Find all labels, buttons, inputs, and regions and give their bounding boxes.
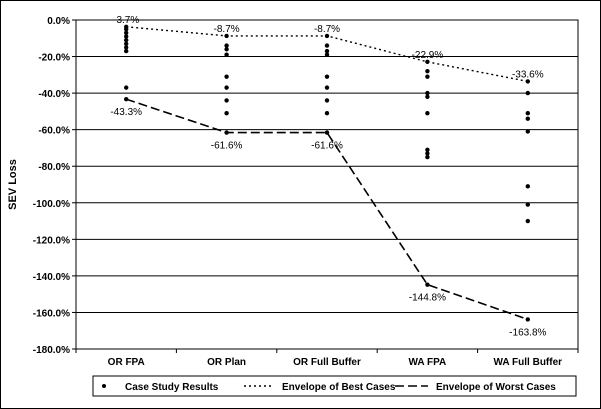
y-tick-label: -180.0%	[33, 345, 70, 356]
case-study-point	[324, 98, 330, 103]
case-study-point	[324, 111, 330, 116]
legend-marker-case-study	[102, 384, 106, 388]
case-study-point	[525, 129, 530, 134]
best-envelope-label: -33.6%	[512, 69, 544, 80]
case-study-point	[124, 45, 129, 50]
worst-envelope-label: -43.3%	[110, 107, 142, 118]
legend-label-worst: Envelope of Worst Cases	[436, 382, 556, 393]
legend-label-best: Envelope of Best Cases	[282, 382, 396, 393]
case-study-point	[525, 116, 530, 121]
data-labels: -3.7% -8.7% -8.7% -22.9% -33.6% -43.3% -61.6% -…	[110, 15, 546, 339]
case-study-point	[525, 317, 530, 322]
case-study-point	[224, 130, 229, 135]
case-study-point	[224, 52, 229, 57]
y-tick-label: 0.0%	[47, 16, 70, 27]
case-study-point	[525, 184, 530, 189]
case-study-point	[224, 98, 229, 103]
case-study-point	[124, 37, 129, 43]
gridlines	[76, 56, 578, 313]
worst-envelope-label: -163.8%	[509, 327, 546, 338]
worst-envelope-label: -61.6%	[211, 141, 243, 152]
worst-envelope	[125, 98, 529, 321]
case-study-point	[124, 30, 129, 35]
best-envelope-label: -3.7%	[113, 15, 139, 26]
y-ticks: 0.0% -20.0% -40.0% -60.0% -80.0% -100.0% -120.…	[33, 16, 76, 356]
case-study-point	[525, 202, 530, 207]
case-study-point	[224, 85, 229, 90]
best-envelope-label: -8.7%	[314, 24, 340, 35]
worst-envelope-label: -144.8%	[409, 293, 446, 304]
case-study-point	[324, 52, 330, 57]
case-study-point	[425, 111, 430, 116]
legend-label-case-study: Case Study Results	[125, 382, 219, 393]
case-study-point	[425, 90, 430, 96]
case-study-point	[124, 26, 129, 32]
y-tick-label: -140.0%	[33, 272, 70, 283]
case-study-point	[425, 151, 430, 156]
case-study-point	[224, 47, 229, 52]
x-category-label: OR Plan	[207, 357, 246, 368]
case-study-point	[525, 90, 530, 96]
x-category-label: WA Full Buffer	[494, 357, 563, 368]
worst-envelope-line	[125, 98, 529, 321]
case-study-point	[525, 218, 530, 224]
case-study-point	[324, 43, 330, 48]
case-study-point	[124, 34, 129, 39]
case-study-point	[124, 85, 129, 90]
x-category-label: OR Full Buffer	[293, 357, 361, 368]
case-study-point	[324, 48, 330, 54]
best-envelope-label: -8.7%	[214, 24, 240, 35]
case-study-point	[425, 94, 430, 99]
case-study-point	[525, 111, 530, 116]
x-category-label: OR FPA	[108, 357, 145, 368]
case-study-point	[324, 130, 330, 135]
case-study-point	[425, 59, 430, 65]
case-study-point	[525, 79, 530, 84]
case-study-points	[124, 24, 530, 322]
case-study-point	[324, 85, 330, 90]
case-study-point	[324, 74, 330, 79]
case-study-point	[425, 154, 430, 160]
legend-box	[92, 375, 577, 397]
x-category-label: WA FPA	[409, 357, 447, 368]
x-categories: OR FPA OR Plan OR Full Buffer WA FPA WA Full…	[75, 349, 579, 368]
case-study-point	[124, 48, 129, 54]
legend: Case Study Results Envelope of Best Case…	[102, 382, 556, 393]
case-study-point	[425, 282, 430, 287]
case-study-point	[425, 68, 430, 74]
y-tick-label: -160.0%	[33, 308, 70, 319]
case-study-point	[224, 43, 229, 48]
y-tick-label: -40.0%	[38, 89, 70, 100]
case-study-point	[425, 147, 430, 152]
worst-envelope-label: -61.6%	[311, 141, 343, 152]
y-tick-label: -20.0%	[38, 53, 70, 64]
case-study-point	[124, 96, 129, 102]
best-envelope-label: -22.9%	[412, 50, 444, 61]
y-tick-label: -60.0%	[38, 126, 70, 137]
y-tick-label: -80.0%	[38, 162, 70, 173]
plot-area	[75, 19, 579, 350]
y-tick-label: -100.0%	[33, 199, 70, 210]
case-study-point	[224, 111, 229, 116]
case-study-point	[324, 33, 330, 39]
case-study-point	[224, 74, 229, 79]
case-study-point	[425, 74, 430, 79]
case-study-point	[224, 33, 229, 39]
case-study-point	[124, 41, 129, 46]
y-tick-label: -120.0%	[33, 235, 70, 246]
y-axis-label: SEV Loss	[7, 159, 19, 210]
